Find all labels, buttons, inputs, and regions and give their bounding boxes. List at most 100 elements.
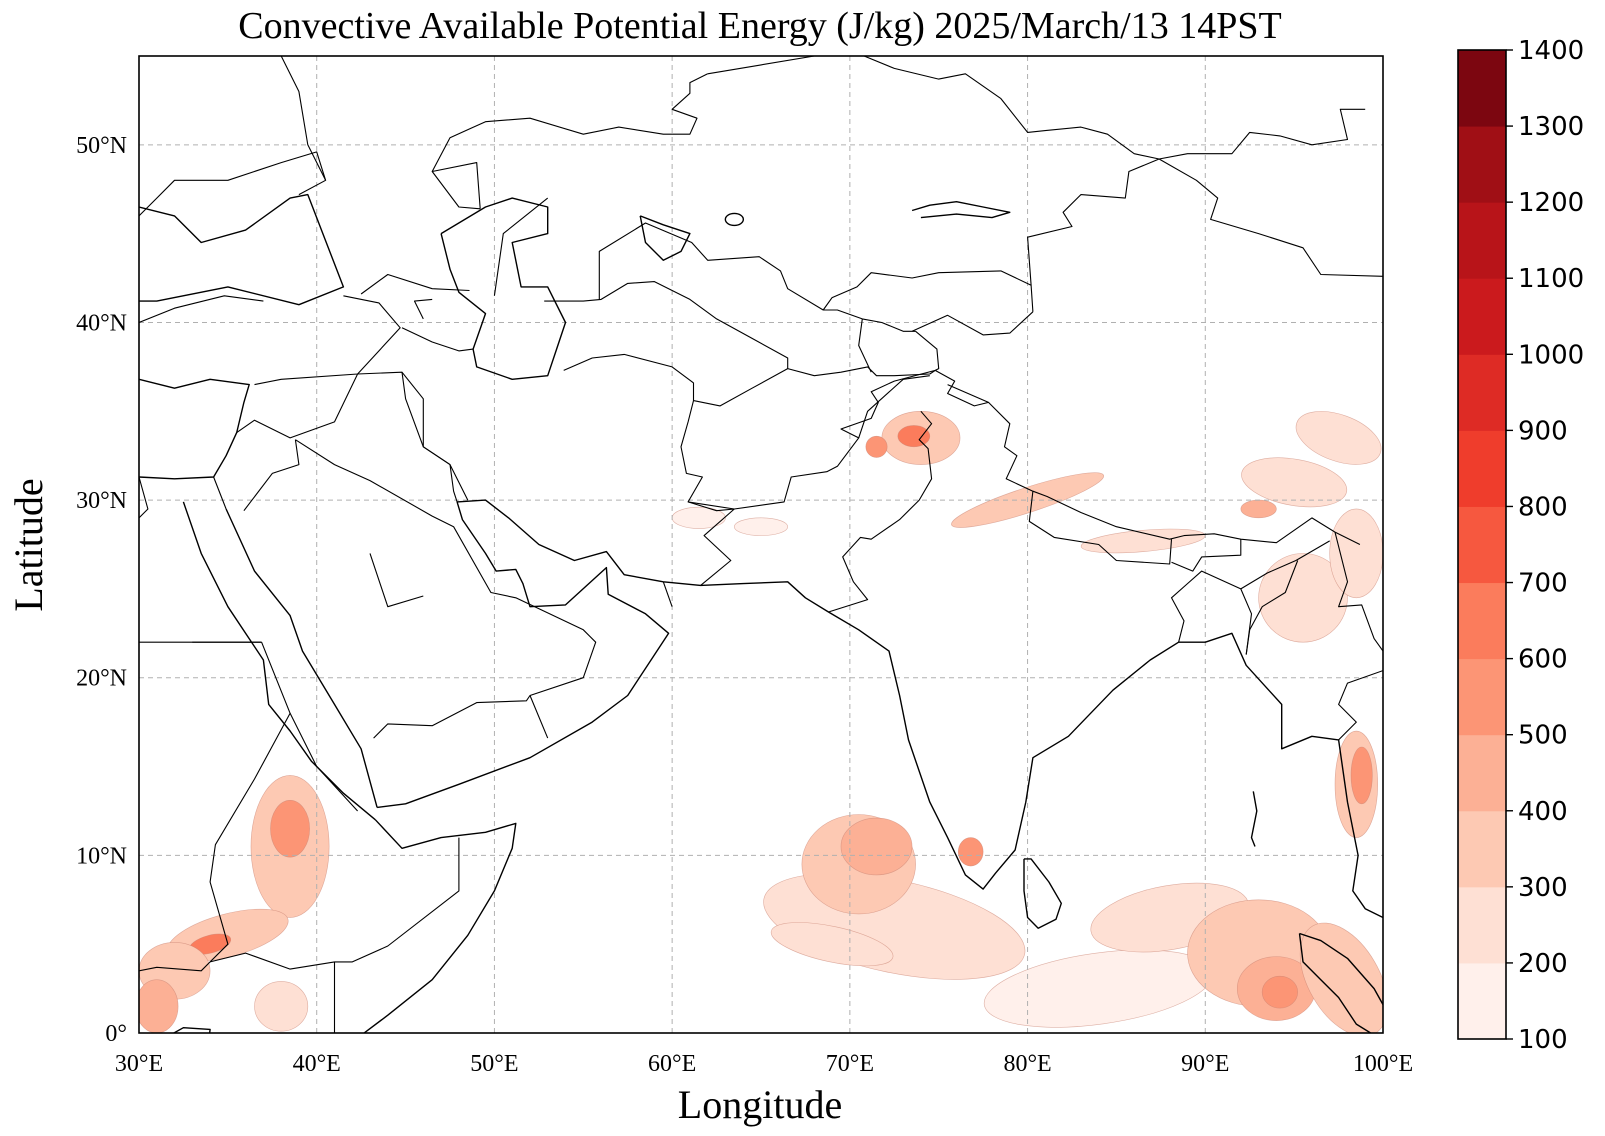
country-border: [139, 476, 149, 519]
x-tick-label: 100°E: [1353, 1051, 1413, 1077]
country-border: [529, 695, 549, 739]
colorbar-tick-label: 600: [1518, 645, 1568, 675]
y-tick-label: 20°N: [76, 666, 127, 692]
coastline: [182, 501, 376, 821]
country-border: [1028, 491, 1173, 565]
lake-outline: [724, 212, 745, 227]
cape-contour-patch: [1258, 553, 1348, 643]
coastline: [1250, 791, 1258, 847]
coastline: [377, 501, 670, 809]
y-tick-label: 30°N: [76, 488, 127, 514]
country-border: [1170, 570, 1253, 655]
colorbar-segment: [1458, 506, 1506, 584]
country-border: [209, 837, 460, 970]
map-plot-area: [138, 55, 1384, 1034]
colorbar-tick-label: 100: [1518, 1025, 1568, 1055]
coastline: [639, 215, 691, 261]
coastline: [1298, 933, 1371, 1033]
colorbar: 100 200 300 400 500 600 700 800 900 1000 1100 1200 1…: [1457, 36, 1584, 1055]
country-border: [1240, 540, 1330, 590]
colorbar-tick-label: 700: [1518, 569, 1568, 599]
cape-contour-patch: [897, 425, 931, 448]
country-border: [1158, 158, 1383, 277]
x-tick-label: 30°E: [115, 1051, 163, 1077]
cape-contour-patch: [840, 817, 913, 876]
latitude-tick-labels: 0° 10°N 20°N 30°N 40°N 50°N: [76, 133, 127, 1047]
x-tick-label: 40°E: [293, 1051, 341, 1077]
cape-contour-patch: [770, 922, 894, 967]
colorbar-segment: [1458, 886, 1506, 964]
coastline: [911, 200, 1011, 219]
country-border: [915, 330, 940, 371]
colorbar-tick-label: 900: [1518, 416, 1568, 446]
country-border: [360, 273, 470, 295]
country-border: [1245, 560, 1299, 655]
colorbar-segment: [1458, 582, 1506, 660]
country-border: [289, 713, 359, 812]
x-tick-label: 90°E: [1181, 1051, 1229, 1077]
country-border: [139, 641, 291, 972]
country-border: [693, 366, 936, 407]
country-border: [662, 581, 673, 607]
country-border: [413, 298, 433, 320]
colorbar-tick-label: 300: [1518, 873, 1568, 903]
x-tick-label: 50°E: [470, 1051, 518, 1077]
coastline: [362, 819, 517, 1033]
country-border: [493, 197, 549, 296]
country-border: [401, 327, 474, 352]
coastline: [1023, 858, 1063, 929]
country-border: [858, 375, 930, 439]
coastline: [139, 378, 250, 480]
cape-contour-patch: [1261, 975, 1298, 1009]
map-frame: [138, 55, 1384, 1034]
colorbar-segment: [1458, 278, 1506, 355]
colorbar-segment: [1458, 734, 1506, 812]
colorbar-tick-label: 1100: [1518, 264, 1584, 294]
country-border: [860, 56, 1160, 160]
country-border: [243, 439, 300, 512]
colorbar-tick-label: 200: [1518, 949, 1568, 979]
country-border: [544, 281, 789, 369]
cape-contour-patch: [957, 837, 984, 867]
country-border: [828, 410, 933, 613]
x-tick-label: 60°E: [648, 1051, 696, 1077]
cape-contour-patch: [270, 799, 310, 858]
colorbar-segment: [1458, 126, 1506, 203]
cape-contour-patch: [734, 517, 788, 536]
cape-contour-patch: [1241, 457, 1348, 508]
country-border: [1338, 670, 1383, 741]
colorbar-segment: [1458, 430, 1506, 507]
coastline: [225, 508, 378, 808]
colorbar-segment: [1458, 810, 1506, 888]
country-border: [947, 384, 1361, 545]
colorbar-tick-label: 1300: [1518, 112, 1584, 142]
y-tick-label: 0°: [105, 1021, 127, 1047]
colorbar-frame: [1457, 49, 1507, 1040]
country-border: [139, 295, 264, 324]
colorbar-tick-label: 800: [1518, 492, 1568, 522]
country-border: [1027, 158, 1160, 286]
y-tick-label: 40°N: [76, 310, 127, 336]
coastlines-and-borders: [139, 56, 1383, 1033]
country-border: [707, 56, 817, 75]
country-border: [858, 318, 872, 373]
cape-contour-patch: [1299, 922, 1383, 1033]
country-border: [598, 222, 916, 332]
cape-contour-patch: [254, 981, 309, 1032]
country-border: [911, 311, 1034, 336]
y-tick-label: 50°N: [76, 133, 127, 159]
country-border: [822, 270, 1034, 312]
country-border: [1158, 108, 1366, 160]
colorbar-tick-label: 1200: [1518, 188, 1584, 218]
country-border: [401, 371, 469, 501]
cape-contour-patch: [1240, 499, 1277, 519]
coastline: [457, 499, 1383, 919]
y-axis-label: Latitude: [6, 478, 51, 611]
country-border: [431, 171, 481, 210]
colorbar-tick-label: 1000: [1518, 340, 1584, 370]
colorbar-segment: [1458, 962, 1506, 1040]
coastline: [172, 1026, 211, 1033]
country-border: [213, 476, 227, 510]
country-border: [1334, 531, 1383, 652]
